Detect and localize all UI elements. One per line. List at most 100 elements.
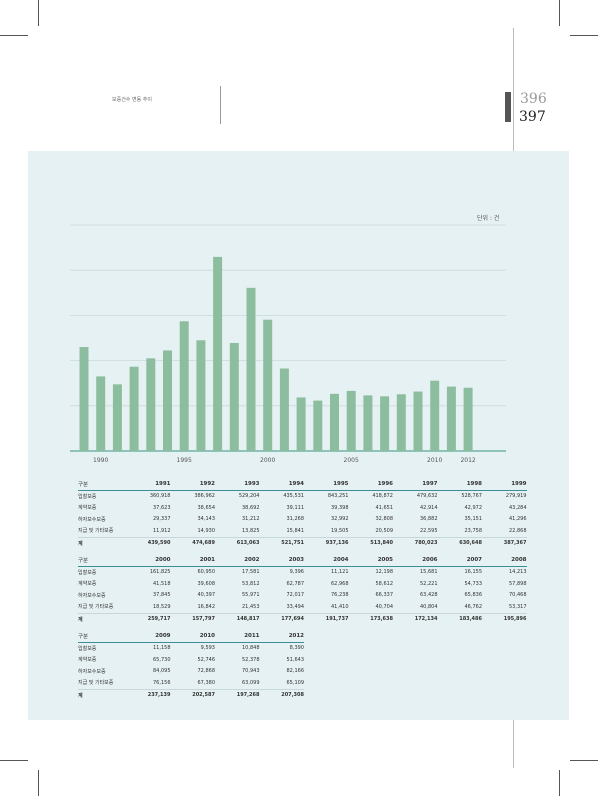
row-label: 계약보증 (78, 657, 97, 664)
table-cell: 32,992 (331, 516, 349, 523)
crop-mark (570, 760, 598, 761)
x-tick-label: 2010 (427, 457, 442, 464)
table-header-row: 구분 2000 2001 2002 2003 2004 2005 2006 2007 2008 (78, 554, 527, 567)
x-tick-label: 1995 (177, 457, 192, 464)
table-cell: 183,486 (437, 612, 482, 625)
table-cell: 177,694 (259, 612, 304, 625)
table-cell: 19,505 (331, 527, 349, 534)
bar-1994 (163, 350, 172, 451)
table-cell: 76,238 (331, 592, 349, 599)
table-cell: 279,919 (505, 493, 527, 500)
table-cell: 479,632 (416, 493, 438, 500)
data-table-1991-1999: 구분 1991 1992 1993 1994 1995 1996 1997 1998 1999 입찰… (78, 478, 527, 549)
page-caption: 보증건수 변동 추이 (112, 97, 152, 103)
x-tick-label: 2005 (344, 457, 359, 464)
table-cell: 38,654 (197, 504, 216, 511)
table-cell: 76,156 (153, 679, 171, 686)
table-cell: 207,308 (259, 688, 304, 701)
row-label: 입찰보증 (78, 569, 97, 576)
table-cell: 41,651 (375, 504, 394, 511)
column-header: 2000 (126, 554, 171, 567)
table-cell: 17,581 (242, 569, 260, 576)
table-cell: 57,898 (509, 580, 527, 587)
table-row: 하자보수보증 37,845 40,397 55,971 72,017 76,238 66,3… (78, 590, 527, 602)
table-cell: 84,095 (153, 668, 171, 675)
table-cell: 13,825 (242, 527, 260, 534)
table-row: 계약보증 65,730 52,746 52,378 51,643 (78, 654, 304, 666)
bar-1995 (179, 321, 189, 451)
table-cell: 58,612 (375, 580, 394, 587)
table-cell: 237,139 (126, 688, 171, 701)
bar-1997 (213, 256, 223, 451)
table-cell: 82,166 (286, 668, 305, 675)
table-cell: 53,317 (509, 603, 527, 610)
x-tick-label: 2012 (460, 457, 475, 464)
table-cell: 41,410 (331, 603, 349, 610)
row-label: 지급 및 기타보증 (78, 528, 114, 535)
table-cell: 11,912 (153, 527, 171, 534)
table-cell: 191,737 (304, 612, 349, 625)
table-cell: 14,930 (197, 527, 216, 534)
table-cell: 52,378 (242, 656, 260, 663)
table-cell: 15,681 (420, 569, 438, 576)
table-cell: 15,841 (286, 527, 305, 534)
column-header: 2001 (170, 554, 215, 567)
table-row: 입찰보증 161,825 60,950 17,581 9,396 11,121 12,198… (78, 566, 527, 578)
table-cell: 22,868 (509, 527, 527, 534)
table-cell: 9,396 (289, 569, 304, 576)
table-cell: 62,968 (331, 580, 349, 587)
table-cell: 42,972 (464, 504, 483, 511)
bar-2004 (330, 393, 339, 451)
table-cell: 22,595 (420, 527, 438, 534)
row-label: 계약보증 (78, 581, 97, 588)
table-cell: 21,453 (242, 603, 260, 610)
table-cell: 53,812 (242, 580, 260, 587)
table-row: 하자보수보증 29,337 34,143 31,212 31,268 32,992 32,8… (78, 514, 527, 526)
bar-2008 (396, 394, 406, 451)
table-cell: 613,063 (215, 536, 260, 549)
table-row: 계 259,717 157,797 148,817 177,694 191,737 173,… (78, 612, 527, 625)
table-cell: 40,804 (420, 603, 438, 610)
column-header: 1995 (304, 478, 349, 491)
table-row: 지급 및 기타보증 11,912 14,930 13,825 15,841 19,505 2… (78, 525, 527, 537)
column-header: 2008 (482, 554, 527, 567)
table-cell: 36,882 (420, 516, 438, 523)
table-cell: 46,762 (464, 603, 483, 610)
table-cell: 40,704 (375, 603, 394, 610)
table-cell: 937,136 (304, 536, 349, 549)
row-label: 지급 및 기타보증 (78, 680, 114, 687)
crop-mark (559, 770, 560, 796)
table-cell: 51,643 (286, 656, 305, 663)
table-cell: 52,221 (420, 580, 438, 587)
column-header: 1996 (348, 478, 393, 491)
bar-1993 (146, 358, 156, 451)
table-cell: 259,717 (126, 612, 171, 625)
table-cell: 33,494 (286, 603, 305, 610)
table-cell: 529,204 (238, 493, 260, 500)
page-number-right: 397 (519, 109, 546, 125)
row-label: 계 (78, 688, 126, 701)
bar-2009 (413, 391, 423, 451)
table-cell: 60,950 (197, 569, 216, 576)
column-header: 2003 (259, 554, 304, 567)
bar-2010 (430, 380, 440, 451)
table-cell: 12,198 (375, 569, 394, 576)
column-header: 2010 (170, 630, 215, 643)
bar-1996 (196, 340, 206, 451)
bar-chart: 1990 1995 2000 2005 2010 2012 (70, 224, 506, 464)
table-cell: 195,896 (482, 612, 527, 625)
table-cell: 18,529 (153, 603, 171, 610)
table-cell: 63,428 (420, 592, 438, 599)
page-number-left: 396 (520, 91, 547, 107)
bar-1990 (96, 376, 106, 451)
table-cell: 54,733 (464, 580, 483, 587)
table-cell: 11,121 (331, 569, 349, 576)
bar-1989 (79, 347, 89, 451)
x-tick-label: 1990 (93, 457, 108, 464)
table-cell: 39,111 (286, 504, 305, 511)
bar-2012 (463, 387, 473, 451)
table-cell: 16,842 (197, 603, 216, 610)
column-header: 1999 (482, 478, 527, 491)
column-header: 2011 (215, 630, 260, 643)
table-cell: 513,840 (348, 536, 393, 549)
